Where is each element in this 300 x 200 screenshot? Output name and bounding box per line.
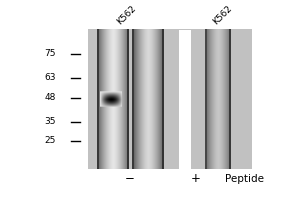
Text: 48: 48 — [45, 93, 56, 102]
Text: K562: K562 — [116, 3, 138, 26]
Text: 25: 25 — [45, 136, 56, 145]
Text: K562: K562 — [212, 3, 234, 26]
Text: −: − — [125, 172, 135, 185]
Text: +: + — [191, 172, 201, 185]
Text: Peptide: Peptide — [226, 174, 265, 184]
Text: 63: 63 — [44, 73, 56, 82]
Text: 75: 75 — [44, 49, 56, 58]
Text: 35: 35 — [44, 117, 56, 126]
Bar — [179, 30, 191, 169]
